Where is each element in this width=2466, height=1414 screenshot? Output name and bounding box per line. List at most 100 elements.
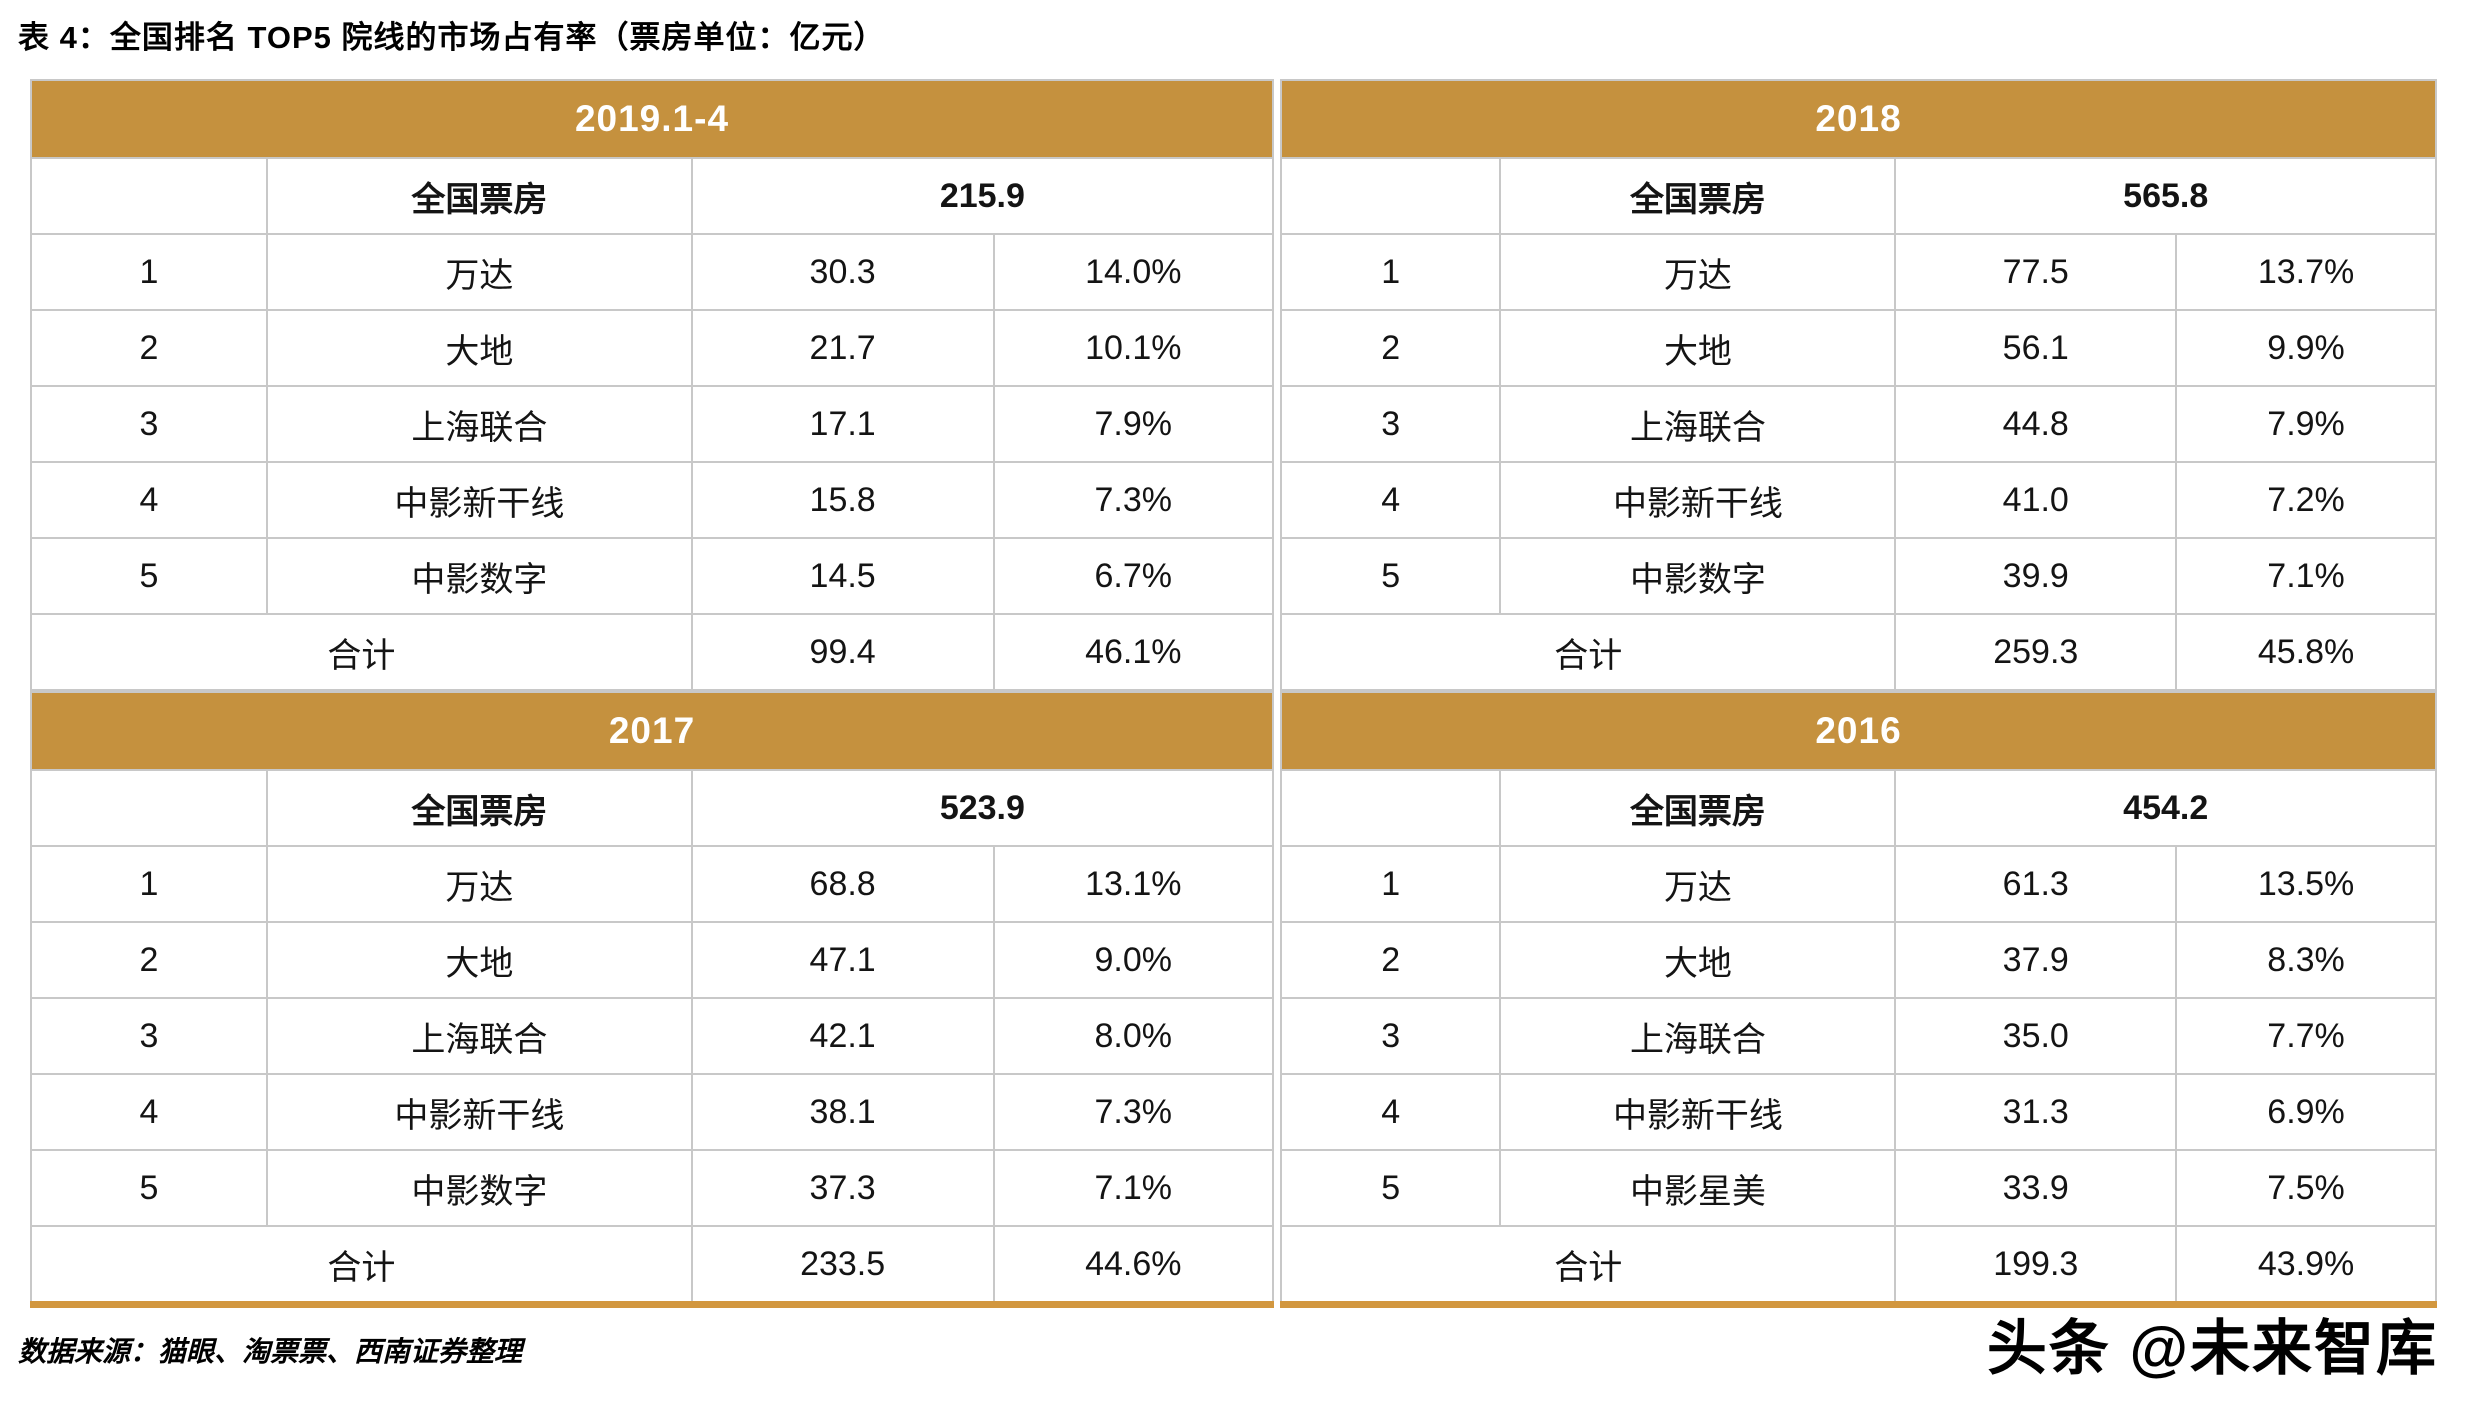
empty-cell	[1279, 157, 1502, 235]
box-office-cell: 44.8	[1894, 385, 2178, 463]
rank-cell: 1	[30, 845, 268, 923]
share-cell: 13.1%	[992, 845, 1275, 923]
rank-cell: 4	[1279, 461, 1502, 539]
share-cell: 6.9%	[2175, 1073, 2437, 1151]
national-box-office-value: 215.9	[690, 157, 1275, 235]
total-label: 合计	[30, 1225, 693, 1306]
national-box-office-row: 全国票房 523.9	[30, 769, 1275, 847]
share-cell: 10.1%	[992, 309, 1275, 387]
total-share: 46.1%	[992, 613, 1275, 691]
chain-name-cell: 中影新干线	[265, 461, 693, 539]
table-row: 3 上海联合 44.8 7.9%	[1279, 385, 2437, 463]
rank-cell: 2	[30, 921, 268, 999]
rank-cell: 5	[1279, 537, 1502, 615]
share-cell: 6.7%	[992, 537, 1275, 615]
national-box-office-value: 565.8	[1894, 157, 2437, 235]
rank-cell: 3	[1279, 385, 1502, 463]
chain-name-cell: 大地	[1499, 309, 1897, 387]
box-office-cell: 37.3	[690, 1149, 995, 1227]
total-share: 43.9%	[2175, 1225, 2437, 1306]
chain-name-cell: 上海联合	[1499, 385, 1897, 463]
period-header-2016: 2016	[1280, 691, 2437, 771]
total-label: 合计	[1279, 613, 1897, 691]
box-office-cell: 21.7	[690, 309, 995, 387]
box-office-cell: 41.0	[1894, 461, 2178, 539]
chain-name-cell: 中影新干线	[265, 1073, 693, 1151]
rank-cell: 2	[1279, 921, 1502, 999]
box-office-cell: 47.1	[690, 921, 995, 999]
chain-name-cell: 大地	[265, 309, 693, 387]
national-box-office-row: 全国票房 454.2	[1279, 769, 2437, 847]
share-cell: 7.2%	[2175, 461, 2437, 539]
share-cell: 7.7%	[2175, 997, 2437, 1075]
rank-cell: 5	[30, 537, 268, 615]
rank-cell: 3	[30, 997, 268, 1075]
chain-name-cell: 上海联合	[265, 997, 693, 1075]
market-share-table-2019: 2019.1-4 全国票房 215.9 1 万达 30.3 14.0% 2 大地…	[30, 79, 1275, 691]
box-office-cell: 38.1	[690, 1073, 995, 1151]
share-cell: 13.5%	[2175, 845, 2437, 923]
table-row: 3 上海联合 42.1 8.0%	[30, 997, 1275, 1075]
national-box-office-value: 523.9	[690, 769, 1275, 847]
total-label: 合计	[1279, 1225, 1897, 1306]
source-note: 数据来源：猫眼、淘票票、西南证券整理	[18, 1337, 523, 1368]
box-office-cell: 15.8	[690, 461, 995, 539]
rank-cell: 1	[1279, 233, 1502, 311]
share-cell: 7.9%	[992, 385, 1275, 463]
national-box-office-label: 全国票房	[265, 157, 693, 235]
total-row: 合计 199.3 43.9%	[1279, 1225, 2437, 1306]
empty-cell	[30, 769, 268, 847]
box-office-cell: 68.8	[690, 845, 995, 923]
period-header-2019: 2019.1-4	[30, 79, 1274, 159]
rank-cell: 3	[1279, 997, 1502, 1075]
table-row: 5 中影数字 37.3 7.1%	[30, 1149, 1275, 1227]
table-row: 1 万达 61.3 13.5%	[1279, 845, 2437, 923]
table-row: 2 大地 21.7 10.1%	[30, 309, 1275, 387]
total-box-office: 199.3	[1894, 1225, 2178, 1306]
share-cell: 7.9%	[2175, 385, 2437, 463]
rank-cell: 2	[30, 309, 268, 387]
box-office-cell: 35.0	[1894, 997, 2178, 1075]
market-share-table-2018: 2018 全国票房 565.8 1 万达 77.5 13.7% 2 大地 56.…	[1279, 79, 2437, 691]
share-cell: 8.0%	[992, 997, 1275, 1075]
rank-cell: 1	[30, 233, 268, 311]
national-box-office-label: 全国票房	[265, 769, 693, 847]
table-row: 1 万达 30.3 14.0%	[30, 233, 1275, 311]
table-row: 4 中影新干线 41.0 7.2%	[1279, 461, 2437, 539]
rank-cell: 4	[1279, 1073, 1502, 1151]
total-share: 45.8%	[2175, 613, 2437, 691]
chain-name-cell: 万达	[1499, 845, 1897, 923]
rank-cell: 5	[1279, 1149, 1502, 1227]
chain-name-cell: 中影星美	[1499, 1149, 1897, 1227]
chain-name-cell: 万达	[1499, 233, 1897, 311]
rank-cell: 4	[30, 461, 268, 539]
share-cell: 7.3%	[992, 1073, 1275, 1151]
chain-name-cell: 上海联合	[265, 385, 693, 463]
rank-cell: 5	[30, 1149, 268, 1227]
period-header-2017: 2017	[30, 691, 1274, 771]
page-title: 表 4：全国排名 TOP5 院线的市场占有率（票房单位：亿元）	[18, 20, 886, 55]
table-row: 4 中影新干线 15.8 7.3%	[30, 461, 1275, 539]
national-box-office-value: 454.2	[1894, 769, 2437, 847]
total-label: 合计	[30, 613, 693, 691]
table-row: 5 中影数字 39.9 7.1%	[1279, 537, 2437, 615]
total-box-office: 233.5	[690, 1225, 995, 1306]
table-row: 1 万达 68.8 13.1%	[30, 845, 1275, 923]
national-box-office-label: 全国票房	[1499, 157, 1897, 235]
box-office-cell: 31.3	[1894, 1073, 2178, 1151]
chain-name-cell: 万达	[265, 233, 693, 311]
table-row: 3 上海联合 17.1 7.9%	[30, 385, 1275, 463]
chain-name-cell: 中影新干线	[1499, 461, 1897, 539]
total-box-office: 259.3	[1894, 613, 2178, 691]
national-box-office-label: 全国票房	[1499, 769, 1897, 847]
chain-name-cell: 中影数字	[1499, 537, 1897, 615]
national-box-office-row: 全国票房 565.8	[1279, 157, 2437, 235]
table-row: 4 中影新干线 38.1 7.3%	[30, 1073, 1275, 1151]
market-share-table-2017: 2017 全国票房 523.9 1 万达 68.8 13.1% 2 大地 47.…	[30, 691, 1275, 1308]
share-cell: 9.0%	[992, 921, 1275, 999]
share-cell: 7.5%	[2175, 1149, 2437, 1227]
box-office-cell: 61.3	[1894, 845, 2178, 923]
watermark: 头条 @未来智库	[1985, 1313, 2438, 1384]
table-row: 2 大地 56.1 9.9%	[1279, 309, 2437, 387]
national-box-office-row: 全国票房 215.9	[30, 157, 1275, 235]
